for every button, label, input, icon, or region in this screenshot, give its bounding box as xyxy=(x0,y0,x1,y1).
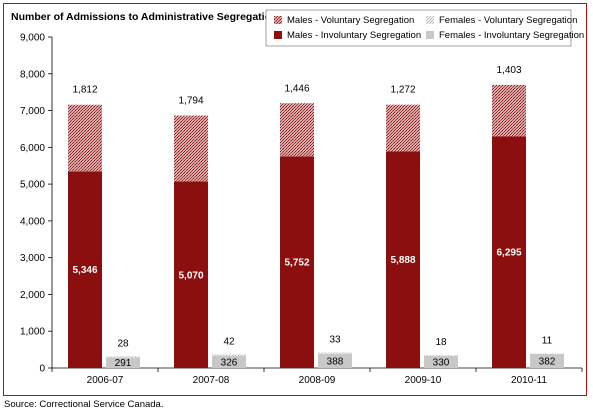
y-tick-label: 7,000 xyxy=(20,106,45,117)
legend-label-females-voluntary: Females - Voluntary Segregation xyxy=(439,15,577,26)
chart-frame: Number of Admissions to Administrative S… xyxy=(3,3,587,396)
x-tick-label: 2009-10 xyxy=(405,375,442,386)
y-tick-label: 1,000 xyxy=(20,327,45,338)
bar-males-voluntary xyxy=(280,103,314,157)
bar-females-voluntary xyxy=(212,354,246,357)
source-note: Source: Correctional Service Canada. xyxy=(4,399,164,410)
legend-swatch-females-voluntary xyxy=(426,16,434,24)
legend-label-females-involuntary: Females - Involuntary Segregation xyxy=(439,30,584,41)
data-labels: 5,346 1,812 291 28 5,070 1,794 326 42 5,752 1,446… xyxy=(72,65,555,369)
bar-males-voluntary xyxy=(68,104,102,172)
legend-swatch-males-involuntary xyxy=(274,31,282,39)
x-tick-label: 2008-09 xyxy=(299,375,336,386)
data-label-males-involuntary: 5,070 xyxy=(178,270,203,281)
data-label-females-involuntary: 388 xyxy=(327,356,344,367)
y-tick-label: 2,000 xyxy=(20,290,45,301)
bar-males-involuntary xyxy=(174,181,208,368)
bar-females-voluntary xyxy=(424,355,458,356)
bar-males-voluntary xyxy=(174,115,208,182)
y-tick-label: 9,000 xyxy=(20,33,45,44)
x-tick-label: 2006-07 xyxy=(87,375,124,386)
bar-females-voluntary xyxy=(106,356,140,358)
data-label-females-voluntary: 18 xyxy=(435,337,447,348)
legend: Males - Voluntary Segregation Females - … xyxy=(265,9,584,47)
legend-label-males-voluntary: Males - Voluntary Segregation xyxy=(287,15,414,26)
legend-item-males-voluntary: Males - Voluntary Segregation xyxy=(274,15,414,26)
bar-females-involuntary xyxy=(424,355,458,368)
legend-swatch-males-voluntary xyxy=(274,16,282,24)
data-label-males-involuntary: 5,346 xyxy=(72,265,97,276)
data-label-males-voluntary: 1,403 xyxy=(496,65,521,76)
bar-males-involuntary xyxy=(68,171,102,368)
y-tick-label: 6,000 xyxy=(20,143,45,154)
data-label-females-voluntary: 42 xyxy=(223,336,235,347)
chart: Number of Admissions to Administrative S… xyxy=(11,9,584,386)
bar-males-involuntary xyxy=(386,151,420,368)
y-axis: 0 1,000 2,000 3,000 4,000 5,000 6,000 7,000 8,00… xyxy=(20,33,53,375)
x-axis: 2006-07 2007-08 2008-09 2009-10 2010-11 xyxy=(51,367,583,386)
data-label-females-involuntary: 326 xyxy=(221,358,238,369)
data-label-males-voluntary: 1,446 xyxy=(284,83,309,94)
bar-males-voluntary xyxy=(386,104,420,152)
x-tick-label: 2010-11 xyxy=(511,375,547,386)
data-label-males-voluntary: 1,812 xyxy=(72,85,97,96)
bar-males-voluntary xyxy=(492,84,526,137)
data-label-females-voluntary: 11 xyxy=(542,336,553,347)
data-label-males-involuntary: 5,752 xyxy=(284,258,309,269)
bar-males-involuntary xyxy=(280,156,314,368)
data-label-females-involuntary: 291 xyxy=(115,358,132,369)
y-tick-label: 3,000 xyxy=(20,253,45,264)
data-label-males-involuntary: 5,888 xyxy=(390,255,415,266)
data-label-females-involuntary: 382 xyxy=(539,356,556,367)
y-tick-label: 8,000 xyxy=(20,69,45,80)
y-tick-label: 0 xyxy=(39,364,45,375)
x-tick-label: 2007-08 xyxy=(193,375,230,386)
data-label-females-voluntary: 28 xyxy=(117,338,129,349)
legend-box xyxy=(265,9,572,47)
y-tick-label: 4,000 xyxy=(20,216,45,227)
legend-label-males-involuntary: Males - Involuntary Segregation xyxy=(287,30,421,41)
data-label-females-involuntary: 330 xyxy=(433,357,450,368)
bar-females-voluntary xyxy=(318,352,352,354)
bar-females-involuntary xyxy=(530,353,564,368)
data-label-males-involuntary: 6,295 xyxy=(496,248,521,259)
data-label-females-voluntary: 33 xyxy=(329,335,341,346)
legend-swatch-females-involuntary xyxy=(426,31,434,39)
bar-females-involuntary xyxy=(212,356,246,368)
data-label-males-voluntary: 1,272 xyxy=(390,85,415,96)
y-tick-label: 5,000 xyxy=(20,180,45,191)
bars xyxy=(68,84,564,368)
bar-females-involuntary xyxy=(106,357,140,368)
bar-males-involuntary xyxy=(492,136,526,368)
data-label-males-voluntary: 1,794 xyxy=(178,96,203,107)
legend-item-females-voluntary: Females - Voluntary Segregation xyxy=(426,15,577,26)
legend-item-females-involuntary: Females - Involuntary Segregation xyxy=(426,30,584,41)
chart-title: Number of Admissions to Administrative S… xyxy=(11,11,277,23)
bar-females-involuntary xyxy=(318,353,352,368)
legend-item-males-involuntary: Males - Involuntary Segregation xyxy=(274,30,421,41)
